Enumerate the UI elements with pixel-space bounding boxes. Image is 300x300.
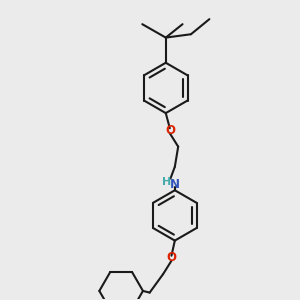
Text: H: H xyxy=(162,177,171,187)
Text: N: N xyxy=(170,178,180,191)
Text: O: O xyxy=(166,124,176,137)
Text: O: O xyxy=(167,251,176,264)
